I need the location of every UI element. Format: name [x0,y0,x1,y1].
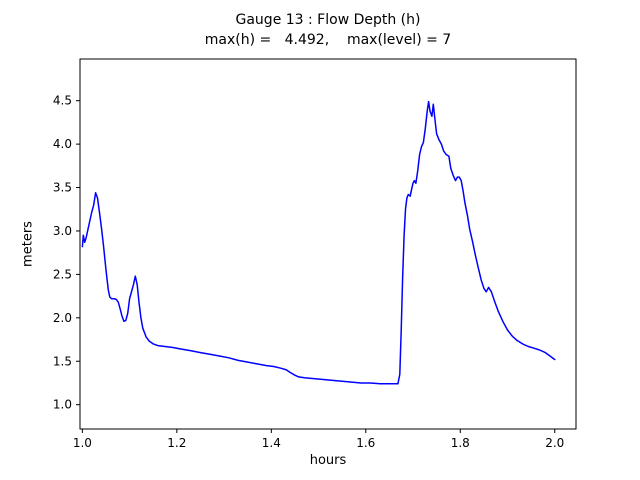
y-tick-label: 4.0 [53,137,72,151]
flow-depth-line [81,100,556,385]
x-tick-label: 1.4 [262,436,281,450]
x-tick-label: 2.0 [545,436,564,450]
x-tick-label: 1.8 [451,436,470,450]
x-tick-label: 1.6 [356,436,375,450]
y-tick-label: 3.0 [53,224,72,238]
y-tick-label: 3.5 [53,181,72,195]
x-axis-label: hours [309,453,347,468]
x-tick-label: 1.2 [167,436,186,450]
y-tick-label: 1.5 [53,354,72,368]
chart-title: Gauge 13 : Flow Depth (h) [235,12,421,28]
y-axis-label: meters [20,221,36,267]
y-tick-label: 1.0 [53,398,72,412]
axes-frame [79,58,577,430]
chart-subtitle: max(h) = 4.492, max(level) = 7 [204,32,452,48]
y-tick-label: 2.5 [53,267,72,281]
y-tick-label: 4.5 [53,94,72,108]
x-tick-label: 1.0 [73,436,92,450]
y-tick-label: 2.0 [53,311,72,325]
